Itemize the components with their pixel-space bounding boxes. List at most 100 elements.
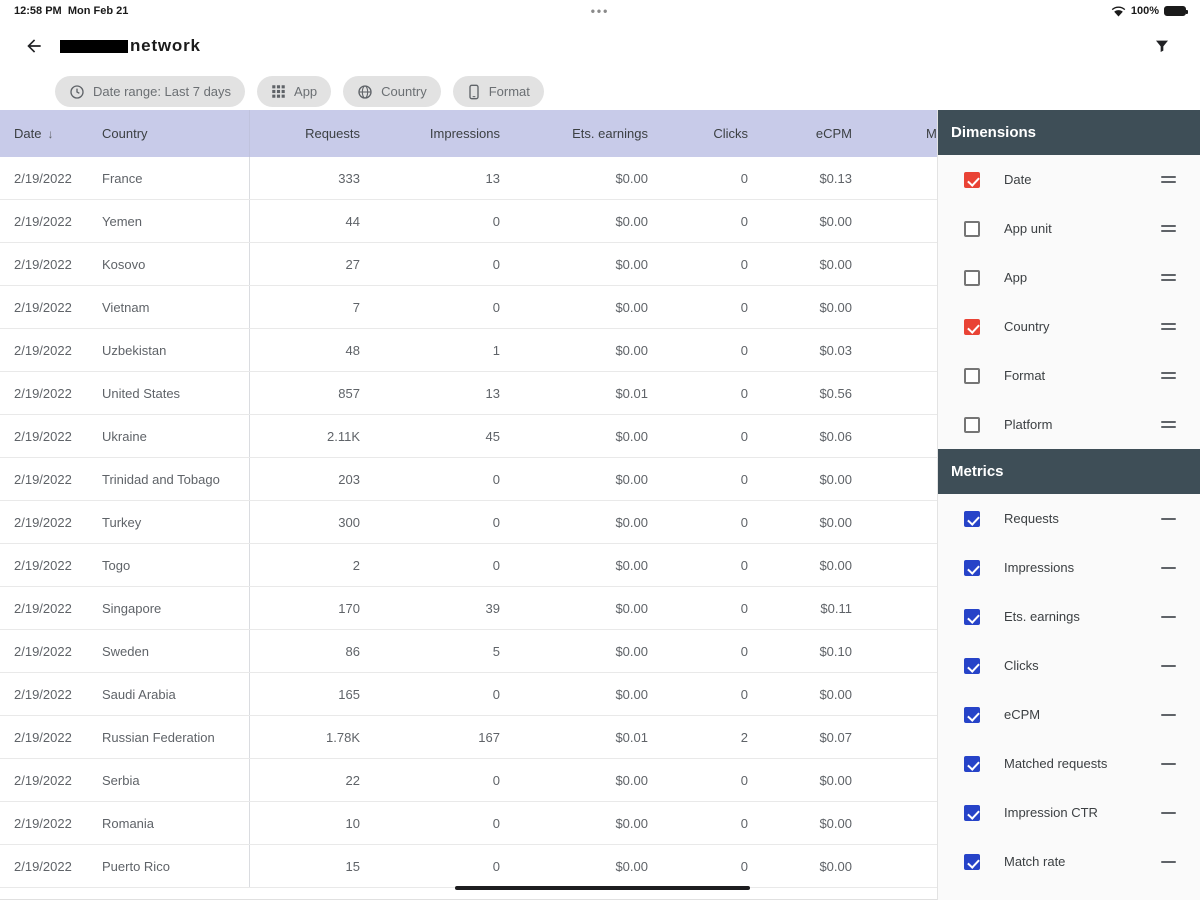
column-header-clicks[interactable]: Clicks <box>713 126 748 141</box>
cell-earnings: $0.00 <box>615 428 648 444</box>
cell-country: Russian Federation <box>96 716 250 758</box>
table-row[interactable]: 2/19/2022 Saudi Arabia 165 0 $0.00 0 $0.… <box>0 673 937 716</box>
cell-date: 2/19/2022 <box>14 342 72 358</box>
table-row[interactable]: 2/19/2022 United States 857 13 $0.01 0 $… <box>0 372 937 415</box>
dimension-checkbox[interactable] <box>964 269 980 286</box>
column-header-matched-clipped[interactable]: M <box>926 126 937 141</box>
cell-country: Puerto Rico <box>96 845 250 887</box>
cell-impressions: 0 <box>492 471 500 487</box>
cell-ecpm: $0.00 <box>819 299 852 315</box>
cell-requests: 27 <box>345 256 360 272</box>
chip-date-range[interactable]: Date range: Last 7 days <box>55 76 246 107</box>
drag-handle-icon[interactable] <box>1161 274 1176 281</box>
table-row[interactable]: 2/19/2022 Sweden 86 5 $0.00 0 $0.10 <box>0 630 937 673</box>
chip-label: Date range: Last 7 days <box>93 84 232 99</box>
cell-date: 2/19/2022 <box>14 514 72 530</box>
chip-format[interactable]: Format <box>452 76 544 107</box>
table-row[interactable]: 2/19/2022 Kosovo 27 0 $0.00 0 $0.00 <box>0 243 937 286</box>
cell-clicks: 2 <box>740 729 748 745</box>
cell-requests: 203 <box>338 471 360 487</box>
table-row[interactable]: 2/19/2022 Yemen 44 0 $0.00 0 $0.00 <box>0 200 937 243</box>
cell-ecpm: $0.00 <box>819 213 852 229</box>
chip-app[interactable]: App <box>257 76 332 107</box>
cell-date: 2/19/2022 <box>14 815 72 831</box>
drag-handle-icon[interactable] <box>1161 225 1176 232</box>
column-header-earnings[interactable]: Ets. earnings <box>572 126 648 141</box>
minus-handle-icon[interactable] <box>1161 517 1176 520</box>
table-row[interactable]: 2/19/2022 Puerto Rico 15 0 $0.00 0 $0.00 <box>0 845 937 888</box>
dimension-checkbox[interactable] <box>964 220 980 237</box>
device-icon <box>469 84 479 99</box>
horizontal-scrollbar[interactable] <box>455 886 750 890</box>
metric-checkbox[interactable] <box>964 755 980 772</box>
drag-handle-icon[interactable] <box>1161 176 1176 183</box>
table-row[interactable]: 2/19/2022 Singapore 170 39 $0.00 0 $0.11 <box>0 587 937 630</box>
column-header-impressions[interactable]: Impressions <box>429 126 500 141</box>
dimension-label: Format <box>1004 368 1046 383</box>
cell-date: 2/19/2022 <box>14 557 72 573</box>
table-header-row: Date ↓ Country Requests Impressions Ets.… <box>0 110 937 157</box>
battery-percent: 100% <box>1130 5 1159 17</box>
cell-clicks: 0 <box>740 772 748 788</box>
metric-checkbox[interactable] <box>964 706 980 723</box>
globe-icon <box>358 84 372 99</box>
cell-requests: 86 <box>345 643 360 659</box>
cell-clicks: 0 <box>740 643 748 659</box>
minus-handle-icon[interactable] <box>1161 615 1176 618</box>
clock-icon <box>70 84 84 99</box>
cell-date: 2/19/2022 <box>14 428 72 444</box>
minus-handle-icon[interactable] <box>1161 566 1176 569</box>
cell-date: 2/19/2022 <box>14 299 72 315</box>
table-row[interactable]: 2/19/2022 Togo 2 0 $0.00 0 $0.00 <box>0 544 937 587</box>
minus-handle-icon[interactable] <box>1161 811 1176 814</box>
cell-country: Kosovo <box>96 243 250 285</box>
table-row[interactable]: 2/19/2022 Turkey 300 0 $0.00 0 $0.00 <box>0 501 937 544</box>
table-row[interactable]: 2/19/2022 Serbia 22 0 $0.00 0 $0.00 <box>0 759 937 802</box>
column-header-country[interactable]: Country <box>96 110 250 157</box>
dimension-checkbox[interactable] <box>964 318 980 335</box>
drag-handle-icon[interactable] <box>1161 323 1176 330</box>
dimension-checkbox[interactable] <box>964 416 980 433</box>
column-header-ecpm[interactable]: eCPM <box>815 126 852 141</box>
metric-item: Clicks <box>938 641 1200 690</box>
minus-handle-icon[interactable] <box>1161 713 1176 716</box>
metric-checkbox[interactable] <box>964 804 980 821</box>
minus-handle-icon[interactable] <box>1161 664 1176 667</box>
cell-ecpm: $0.00 <box>819 772 852 788</box>
drag-handle-icon[interactable] <box>1161 372 1176 379</box>
column-header-requests[interactable]: Requests <box>305 126 360 141</box>
dimension-checkbox[interactable] <box>964 171 980 188</box>
table-row[interactable]: 2/19/2022 Ukraine 2.11K 45 $0.00 0 $0.06 <box>0 415 937 458</box>
table-row[interactable]: 2/19/2022 Romania 10 0 $0.00 0 $0.00 <box>0 802 937 845</box>
table-row[interactable]: 2/19/2022 Vietnam 7 0 $0.00 0 $0.00 <box>0 286 937 329</box>
cell-requests: 7 <box>352 299 360 315</box>
drag-handle-icon[interactable] <box>1161 421 1176 428</box>
minus-handle-icon[interactable] <box>1161 762 1176 765</box>
cell-date: 2/19/2022 <box>14 170 72 186</box>
metric-label: Impressions <box>1004 560 1075 575</box>
cell-impressions: 13 <box>485 385 500 401</box>
dimension-label: Country <box>1004 319 1050 334</box>
grid-icon <box>272 85 285 98</box>
back-button[interactable] <box>20 32 48 60</box>
table-row[interactable]: 2/19/2022 Russian Federation 1.78K 167 $… <box>0 716 937 759</box>
metric-checkbox[interactable] <box>964 559 980 576</box>
chip-country[interactable]: Country <box>343 76 441 107</box>
cell-ecpm: $0.00 <box>819 858 852 874</box>
cell-requests: 1.78K <box>326 729 360 745</box>
cell-earnings: $0.00 <box>615 256 648 272</box>
minus-handle-icon[interactable] <box>1161 860 1176 863</box>
table-row[interactable]: 2/19/2022 Uzbekistan 48 1 $0.00 0 $0.03 <box>0 329 937 372</box>
filter-button[interactable] <box>1148 32 1176 60</box>
metric-checkbox[interactable] <box>964 608 980 625</box>
metric-checkbox[interactable] <box>964 510 980 527</box>
filter-funnel-icon <box>1156 40 1168 52</box>
column-header-date[interactable]: Date ↓ <box>14 126 54 141</box>
cell-country: Ukraine <box>96 415 250 457</box>
table-row[interactable]: 2/19/2022 France 333 13 $0.00 0 $0.13 <box>0 157 937 200</box>
metric-checkbox[interactable] <box>964 657 980 674</box>
table-row[interactable]: 2/19/2022 Trinidad and Tobago 203 0 $0.0… <box>0 458 937 501</box>
dimension-item: App unit <box>938 204 1200 253</box>
metric-checkbox[interactable] <box>964 853 980 870</box>
dimension-checkbox[interactable] <box>964 367 980 384</box>
